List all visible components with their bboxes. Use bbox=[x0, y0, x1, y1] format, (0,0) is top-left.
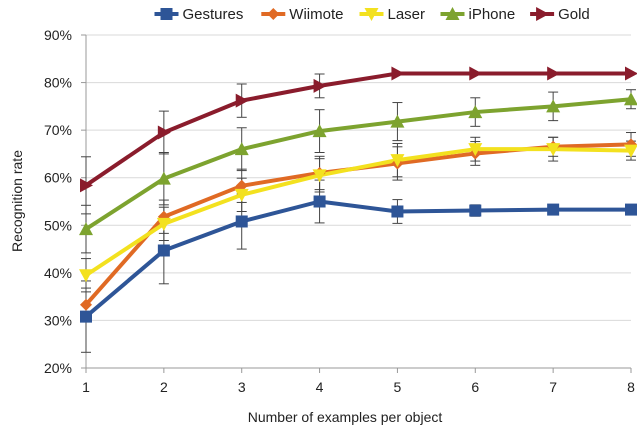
legend-marker-iphone bbox=[445, 7, 460, 20]
data-point-iphone bbox=[546, 99, 561, 113]
data-point-gold bbox=[391, 66, 405, 81]
series-line-iphone bbox=[84, 97, 632, 231]
y-axis-title: Recognition rate bbox=[9, 150, 25, 252]
data-point-laser bbox=[234, 188, 249, 202]
data-point-laser bbox=[156, 217, 171, 231]
x-tick-label: 4 bbox=[316, 379, 324, 395]
y-tick-label: 40% bbox=[44, 265, 72, 281]
data-point-gestures bbox=[157, 244, 170, 257]
data-point-laser bbox=[546, 143, 561, 157]
data-point-laser bbox=[468, 143, 483, 157]
data-point-gestures bbox=[391, 205, 404, 218]
series-line-laser bbox=[84, 147, 632, 277]
data-point-gestures bbox=[313, 195, 326, 208]
series-line-gold bbox=[84, 71, 631, 187]
legend-label-iphone: iPhone bbox=[469, 6, 516, 23]
data-point-gold bbox=[547, 66, 561, 81]
data-point-gold bbox=[157, 125, 171, 140]
y-tick-labels: 20% 30% 40% 50% 60% 70% 80% 90% bbox=[44, 27, 72, 376]
legend-label-gold: Gold bbox=[558, 6, 590, 23]
data-point-gestures bbox=[80, 310, 92, 323]
y-tick-label: 50% bbox=[44, 217, 72, 233]
x-tick-label: 6 bbox=[471, 379, 479, 395]
x-tick-label: 8 bbox=[627, 379, 635, 395]
x-tick-label: 2 bbox=[160, 379, 168, 395]
data-point-gold bbox=[625, 66, 637, 81]
data-point-laser bbox=[390, 154, 405, 168]
data-point-gold bbox=[313, 78, 327, 93]
legend-marker-wiimote bbox=[267, 8, 280, 20]
data-point-iphone bbox=[156, 171, 171, 185]
data-point-laser bbox=[312, 169, 327, 183]
data-point-gestures bbox=[469, 204, 482, 217]
data-point-laser bbox=[79, 269, 93, 283]
legend-marker-laser bbox=[364, 8, 379, 21]
legend-label-laser: Laser bbox=[388, 6, 426, 23]
data-point-iphone bbox=[234, 142, 249, 156]
y-tick-label: 30% bbox=[44, 312, 72, 328]
data-point-gestures bbox=[625, 203, 637, 216]
series-line-gestures bbox=[84, 199, 631, 319]
data-point-iphone bbox=[468, 105, 483, 119]
data-point-gestures bbox=[235, 215, 248, 228]
y-tick-label: 20% bbox=[44, 360, 72, 376]
data-point-laser bbox=[624, 144, 637, 158]
legend: Gestures Wiimote Laser iPhone Gold bbox=[154, 6, 590, 23]
series-lines bbox=[84, 71, 632, 319]
x-axis-title: Number of examples per object bbox=[248, 409, 443, 425]
legend-marker-gestures bbox=[160, 8, 173, 20]
legend-label-gestures: Gestures bbox=[183, 6, 244, 23]
data-point-gold bbox=[80, 178, 93, 193]
y-tick-label: 90% bbox=[44, 27, 72, 43]
data-point-gold bbox=[469, 66, 483, 81]
y-tick-label: 80% bbox=[44, 75, 72, 91]
y-tick-label: 70% bbox=[44, 122, 72, 138]
x-tick-label: 3 bbox=[238, 379, 246, 395]
data-point-iphone bbox=[79, 222, 93, 236]
data-point-wiimote bbox=[235, 179, 248, 192]
legend-marker-gold bbox=[536, 7, 550, 21]
data-point-wiimote bbox=[80, 298, 92, 311]
legend-label-wiimote: Wiimote bbox=[289, 6, 343, 23]
data-point-gestures bbox=[547, 203, 560, 216]
y-tick-label: 60% bbox=[44, 170, 72, 186]
grid-lines bbox=[86, 34, 631, 321]
data-point-gold bbox=[235, 93, 249, 108]
data-point-iphone bbox=[624, 92, 637, 106]
x-tick-label: 7 bbox=[549, 379, 557, 395]
data-point-iphone bbox=[390, 114, 405, 128]
data-point-iphone bbox=[312, 124, 327, 138]
x-tick-label: 5 bbox=[394, 379, 402, 395]
x-tick-labels: 1 2 3 4 5 6 7 8 bbox=[82, 379, 635, 395]
x-tick-label: 1 bbox=[82, 379, 90, 395]
series-markers bbox=[79, 66, 637, 323]
